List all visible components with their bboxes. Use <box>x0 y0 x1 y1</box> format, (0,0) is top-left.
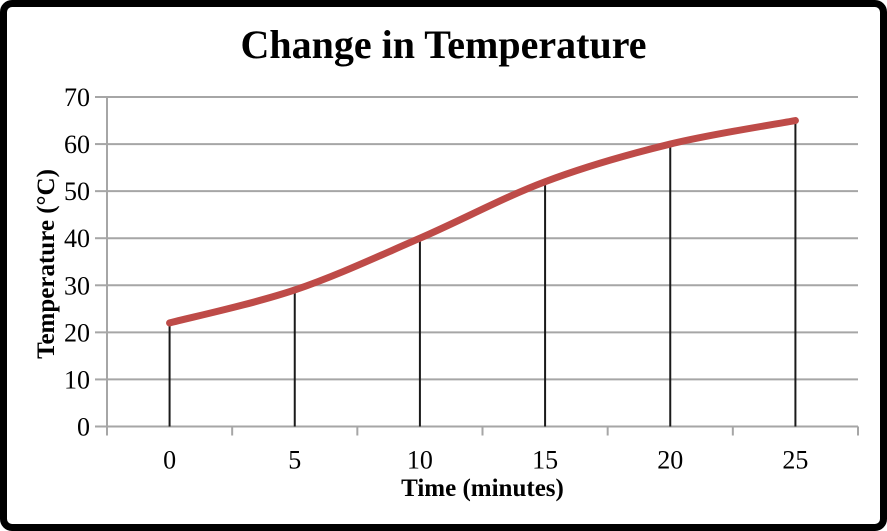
y-tick-label: 70 <box>64 83 90 112</box>
y-tick-label: 40 <box>64 224 90 253</box>
temperature-series-line <box>166 117 799 327</box>
y-tick-label: 10 <box>64 365 90 394</box>
x-axis-title: Time (minutes) <box>401 475 564 502</box>
y-tick-label: 60 <box>64 130 90 159</box>
x-tick-label: 10 <box>407 446 433 475</box>
y-tick-label: 30 <box>64 271 90 300</box>
y-tick-label: 0 <box>77 413 90 442</box>
y-tick-label: 50 <box>64 177 90 206</box>
x-tick-label: 25 <box>782 446 808 475</box>
x-tick-label: 15 <box>532 446 558 475</box>
x-tick-label: 0 <box>163 446 176 475</box>
y-tick-label: 20 <box>64 318 90 347</box>
y-axis-title: Temperature (°C) <box>33 169 60 359</box>
chart-canvas: 0 10 20 30 40 50 60 70 0 5 10 15 20 25 <box>64 83 859 475</box>
x-tick-label: 5 <box>288 446 301 475</box>
chart-title: Change in Temperature <box>240 22 647 67</box>
x-tick-label: 20 <box>657 446 683 475</box>
